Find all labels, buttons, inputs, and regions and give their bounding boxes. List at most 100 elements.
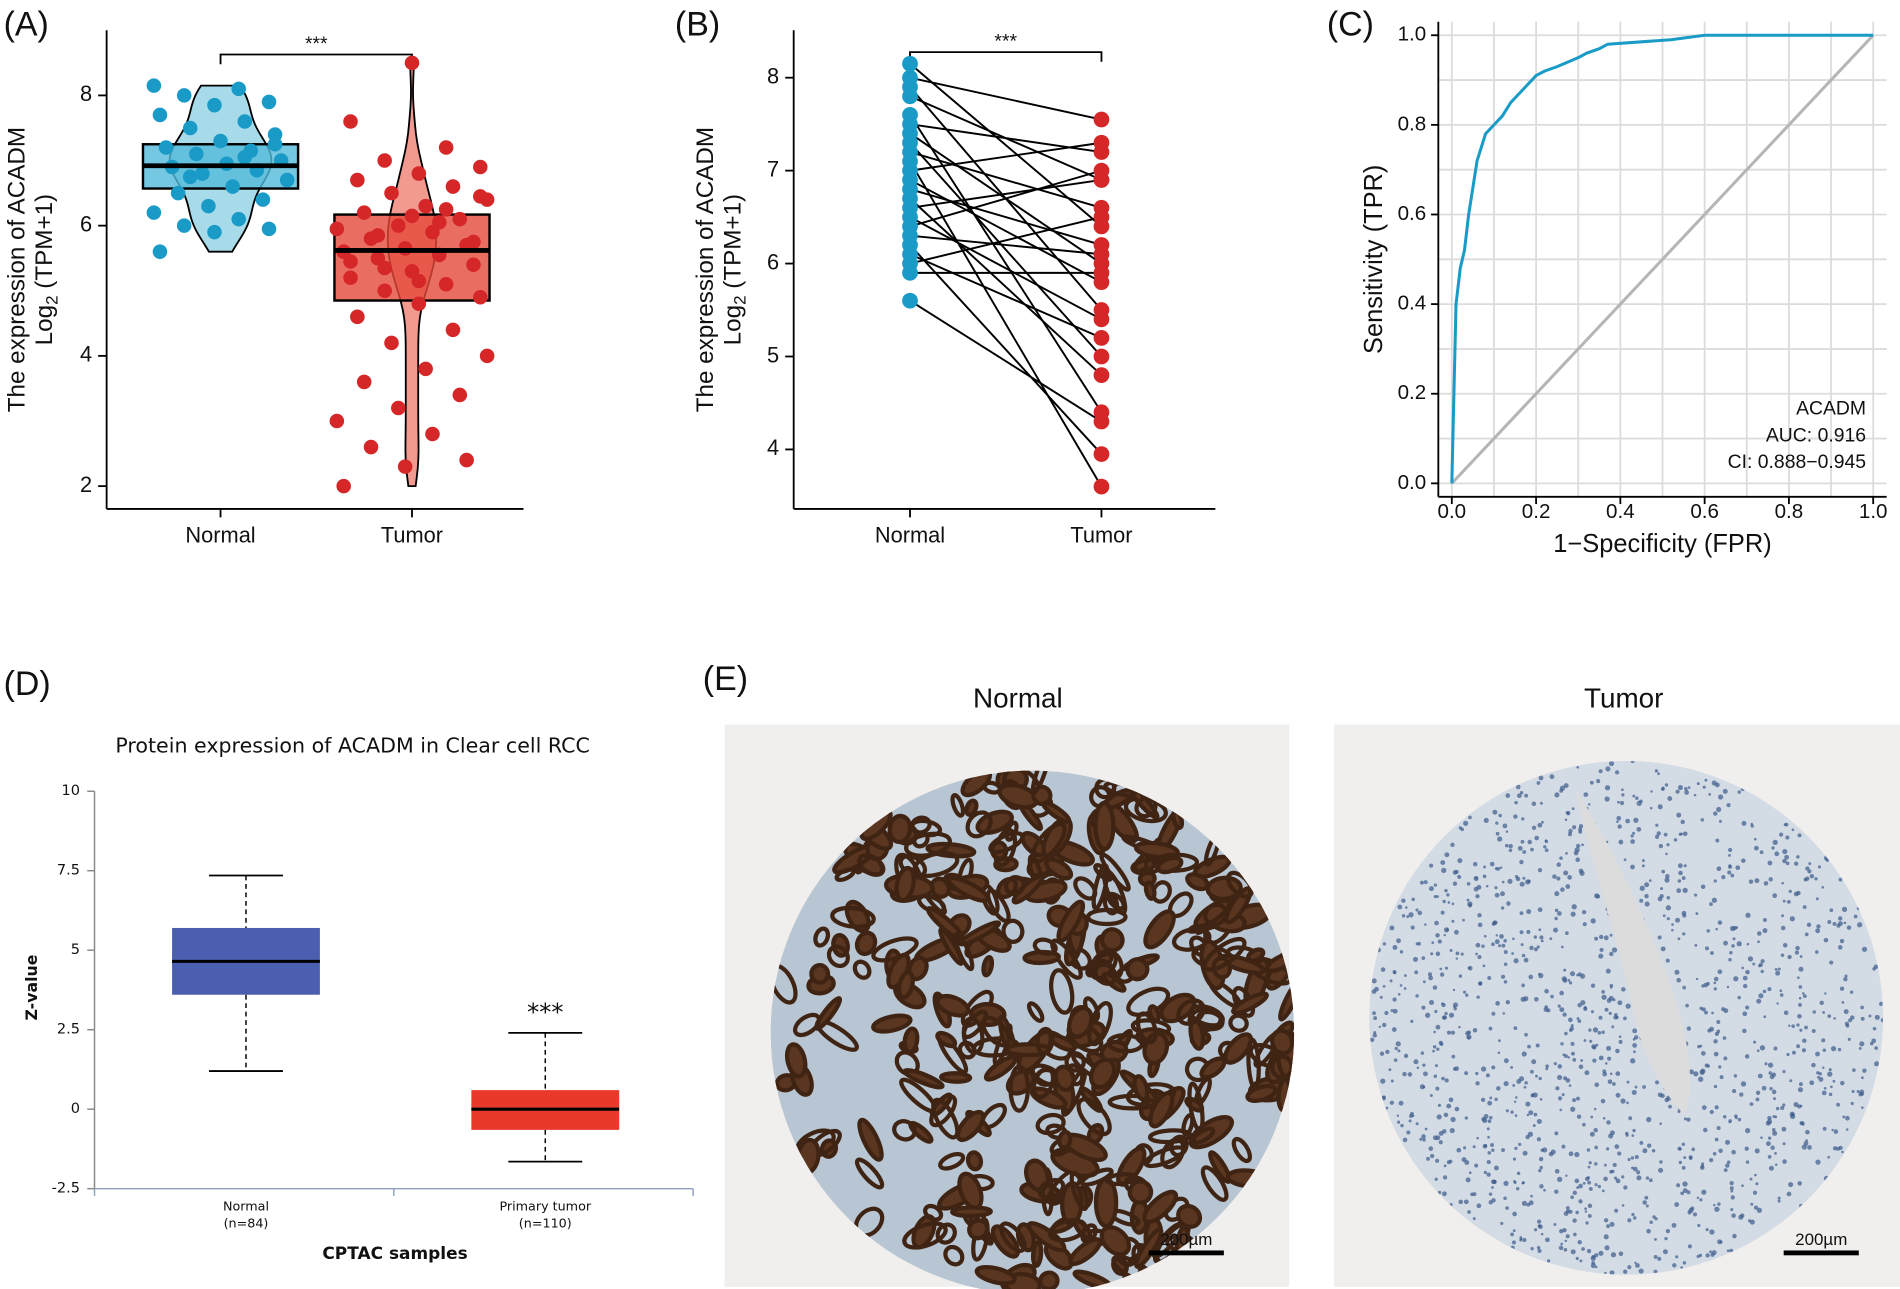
tissue-texture [1482, 874, 1487, 879]
tissue-texture [1849, 990, 1854, 994]
tissue-texture [1508, 848, 1513, 853]
tissue-texture [1609, 986, 1613, 989]
tissue-texture [1554, 916, 1558, 921]
tissue-texture [1677, 1110, 1681, 1113]
tissue-texture [1772, 893, 1778, 899]
tissue-texture [1663, 832, 1668, 837]
tissue-texture [1871, 1038, 1877, 1044]
tissue-texture [1407, 1072, 1413, 1077]
tissue-texture [1536, 1246, 1541, 1250]
tissue-texture [1030, 821, 1067, 864]
tissue-texture [1433, 883, 1438, 887]
tissue-texture [1501, 1148, 1506, 1152]
tissue-texture [1608, 995, 1614, 1001]
tissue-texture [1448, 1012, 1455, 1018]
tissue-texture [1519, 1236, 1523, 1239]
tissue-texture [967, 1218, 990, 1241]
tissue-texture [1520, 839, 1525, 844]
tissue-texture [1604, 1245, 1610, 1251]
tissue-texture [887, 813, 913, 845]
point [363, 439, 379, 455]
tissue-texture [1845, 1128, 1849, 1131]
panel-label: (B) [675, 6, 720, 44]
tissue-texture [1804, 932, 1809, 937]
tissue-texture [1498, 1039, 1501, 1043]
tissue-texture [1741, 966, 1744, 970]
tissue-texture [1828, 1068, 1832, 1072]
tissue-texture [1762, 989, 1767, 994]
tissue-texture [1523, 1085, 1527, 1089]
tissue-texture [1817, 865, 1822, 869]
tissue-texture [1755, 1090, 1761, 1095]
tissue-texture [1793, 861, 1799, 866]
tissue-texture [1553, 1062, 1557, 1066]
tissue-texture [1587, 1165, 1591, 1169]
tissue-texture [1576, 765, 1580, 769]
tissue-texture [1708, 793, 1712, 796]
tissue-texture [1784, 822, 1789, 827]
tissue-texture [1711, 897, 1718, 903]
tissue-texture [1664, 877, 1670, 883]
tissue-texture [1530, 1194, 1533, 1198]
point [452, 387, 468, 403]
tissue-texture [1181, 1113, 1195, 1137]
tissue-texture [1093, 800, 1116, 852]
tissue-texture [1539, 1165, 1543, 1170]
tissue-texture [961, 1016, 985, 1055]
tissue-texture [1729, 950, 1733, 955]
tissue-texture [1639, 885, 1645, 891]
tissue-texture [1605, 968, 1611, 974]
tissue-texture [1740, 1213, 1745, 1218]
tissue-texture [1569, 1028, 1573, 1032]
point [170, 185, 186, 201]
tissue-texture [1674, 1202, 1680, 1207]
tissue-texture [1404, 974, 1407, 977]
tissue-texture [1822, 1066, 1825, 1069]
tissue-texture [1415, 908, 1419, 912]
tissue-texture [964, 798, 979, 817]
tissue-texture [1450, 842, 1455, 847]
tissue-texture [1521, 953, 1526, 958]
tissue-texture [1389, 925, 1395, 931]
tissue-texture [1658, 843, 1664, 849]
x-tick-label: 0.2 [1522, 500, 1551, 523]
tissue-texture [1584, 1070, 1590, 1076]
tissue-texture [1374, 986, 1379, 992]
tissue-texture [1432, 985, 1438, 990]
tissue-texture [1737, 790, 1741, 794]
tissue-texture [1578, 1183, 1583, 1189]
tissue-texture [1592, 1027, 1599, 1033]
y-tick-label: 0.4 [1398, 292, 1427, 315]
tissue-texture [1452, 1067, 1457, 1071]
tissue-texture [1726, 1160, 1731, 1164]
tissue-texture [1424, 1127, 1428, 1131]
tissue-texture [1482, 964, 1486, 968]
tissue-texture [1397, 1049, 1401, 1053]
tissue-texture [1582, 1181, 1586, 1185]
tissue-texture [1544, 988, 1549, 994]
tissue-texture [1700, 1068, 1706, 1074]
tissue-texture [1570, 911, 1576, 917]
tissue-texture [1729, 1186, 1734, 1191]
tissue-texture [1491, 1179, 1496, 1185]
tissue-texture [1513, 1026, 1518, 1031]
point [445, 322, 461, 338]
tissue-texture [1601, 990, 1605, 994]
tissue-texture [1463, 1199, 1469, 1205]
tissue-texture [1489, 861, 1495, 867]
tissue-texture [1824, 992, 1827, 995]
point [1093, 264, 1110, 281]
tissue-texture [1693, 793, 1697, 797]
tissue-texture [1597, 1031, 1602, 1035]
tissue-texture [1402, 1137, 1408, 1143]
tissue-texture [1595, 1265, 1598, 1269]
tissue-texture [1195, 1009, 1225, 1032]
tissue-texture [1822, 1048, 1827, 1052]
tissue-texture [1565, 1206, 1570, 1210]
point [182, 169, 198, 185]
tissue-texture [1833, 1017, 1836, 1020]
point [146, 205, 162, 220]
tissue-texture [1512, 1157, 1517, 1161]
tissue-texture [1782, 848, 1788, 855]
tissue-texture [1695, 977, 1699, 981]
